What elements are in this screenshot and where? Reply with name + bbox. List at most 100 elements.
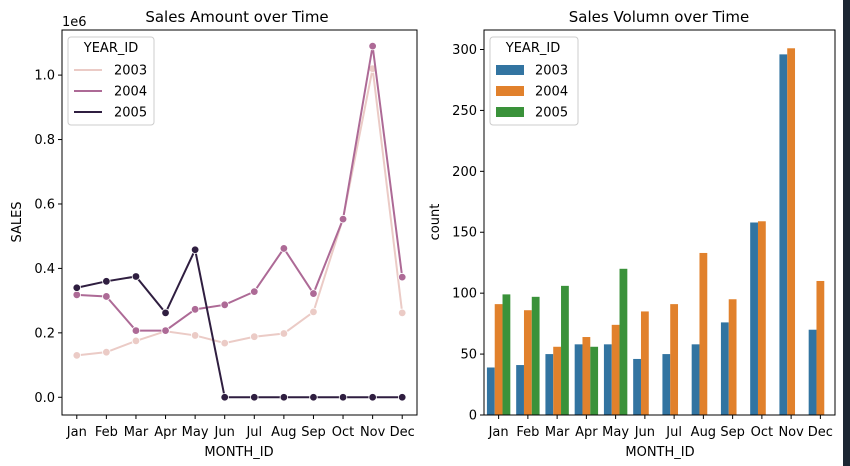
series-point-2003: [280, 330, 288, 338]
bar-2003: [545, 354, 553, 415]
right-x-tick-label: Dec: [808, 425, 833, 440]
bar-2003: [692, 344, 700, 415]
bar-2004: [582, 337, 590, 415]
bar-2004: [670, 304, 678, 415]
series-point-2005: [280, 393, 288, 401]
left-x-tick-label: Jul: [245, 425, 262, 440]
series-point-2004: [310, 290, 318, 298]
right-y-tick-label: 200: [452, 165, 477, 180]
bar-2005: [620, 269, 628, 415]
left-x-tick-label: Mar: [124, 425, 149, 440]
series-point-2003: [132, 337, 140, 345]
legend-swatch-2004: [496, 86, 524, 96]
series-point-2005: [369, 393, 377, 401]
series-point-2003: [221, 339, 229, 347]
series-point-2004: [280, 245, 288, 253]
series-point-2005: [398, 393, 406, 401]
series-point-2005: [103, 277, 111, 285]
right-x-tick-label: Jul: [665, 425, 682, 440]
right-x-tick-label: Mar: [545, 425, 570, 440]
right-x-tick-label: Oct: [751, 425, 773, 440]
series-point-2004: [398, 273, 406, 281]
right-x-tick-label: Jan: [488, 425, 509, 440]
series-point-2005: [339, 393, 347, 401]
bar-2004: [524, 310, 532, 415]
bar-2005: [532, 297, 540, 415]
left-legend-title: YEAR_ID: [83, 41, 138, 56]
left-x-tick-label: Jun: [214, 425, 235, 440]
bar-2004: [612, 325, 620, 415]
window-edge-strip: [843, 0, 850, 466]
right-y-tick-label: 300: [452, 43, 477, 58]
legend-swatch-2005: [496, 107, 524, 117]
left-x-tick-label: Apr: [154, 425, 177, 440]
right-x-tick-label: Feb: [516, 425, 539, 440]
left-x-tick-label: Oct: [332, 425, 354, 440]
series-point-2005: [132, 273, 140, 281]
bar-2003: [516, 365, 524, 415]
bar-2003: [779, 54, 787, 415]
series-line-2005: [77, 250, 402, 398]
left-y-tick-label: 0.0: [34, 391, 55, 406]
right-y-tick-label: 150: [452, 226, 477, 241]
bar-2004: [758, 221, 766, 415]
left-x-tick-label: Dec: [390, 425, 415, 440]
bar-2003: [662, 354, 670, 415]
series-point-2003: [103, 348, 111, 356]
bar-2003: [750, 223, 758, 416]
series-point-2005: [250, 393, 258, 401]
series-point-2004: [162, 327, 170, 335]
left-y-tick-label: 0.8: [34, 133, 55, 148]
right-y-tick-label: 50: [460, 348, 477, 363]
bar-2003: [633, 359, 641, 415]
right-y-tick-label: 250: [452, 104, 477, 119]
right-legend-title: YEAR_ID: [505, 41, 560, 56]
series-point-2004: [221, 301, 229, 309]
series-point-2004: [103, 293, 111, 301]
series-point-2005: [73, 284, 81, 292]
series-point-2005: [310, 393, 318, 401]
left-chart-title: Sales Amount over Time: [145, 8, 328, 26]
bar-2004: [787, 48, 795, 415]
left-chart: Sales Amount over Time 1e6 0.00.20.40.60…: [10, 8, 417, 460]
bar-2004: [699, 253, 707, 415]
bar-2004: [553, 347, 561, 415]
right-x-tick-label: May: [602, 425, 629, 440]
bar-2003: [604, 344, 612, 415]
left-y-tick-label: 1.0: [34, 69, 55, 84]
left-x-tick-label: Nov: [360, 425, 386, 440]
left-x-tick-label: Feb: [95, 425, 118, 440]
bar-2004: [729, 299, 737, 415]
bar-2003: [721, 322, 729, 415]
bar-2003: [809, 330, 817, 415]
right-x-axis-label: MONTH_ID: [625, 445, 694, 460]
bar-2003: [487, 367, 495, 415]
series-point-2005: [162, 309, 170, 317]
legend-label-2004: 2004: [114, 85, 147, 100]
legend-label-2005: 2005: [114, 106, 147, 121]
legend-label-2003: 2003: [535, 64, 568, 79]
series-point-2004: [73, 291, 81, 299]
series-point-2004: [191, 306, 199, 314]
right-y-tick-label: 100: [452, 287, 477, 302]
right-x-tick-label: Sep: [720, 425, 745, 440]
series-point-2003: [310, 308, 318, 316]
right-chart: Sales Volumn over Time 0 50 100 150 200 250 30…: [428, 8, 835, 460]
left-y-axis-label: SALES: [10, 201, 25, 242]
bar-2004: [495, 304, 503, 415]
series-point-2005: [221, 393, 229, 401]
left-y-tick-label: 0.6: [34, 197, 55, 212]
right-x-tick-label: Apr: [575, 425, 598, 440]
bar-2005: [561, 286, 569, 415]
left-x-tick-label: May: [182, 425, 209, 440]
right-x-tick-label: Nov: [778, 425, 804, 440]
series-point-2004: [250, 288, 258, 296]
left-y-offset-label: 1e6: [62, 15, 87, 30]
right-chart-title: Sales Volumn over Time: [569, 8, 749, 26]
bar-2005: [590, 347, 598, 415]
series-point-2003: [73, 352, 81, 360]
left-y-tick-label: 0.4: [34, 262, 55, 277]
legend-label-2004: 2004: [535, 85, 568, 100]
series-point-2004: [369, 42, 377, 50]
